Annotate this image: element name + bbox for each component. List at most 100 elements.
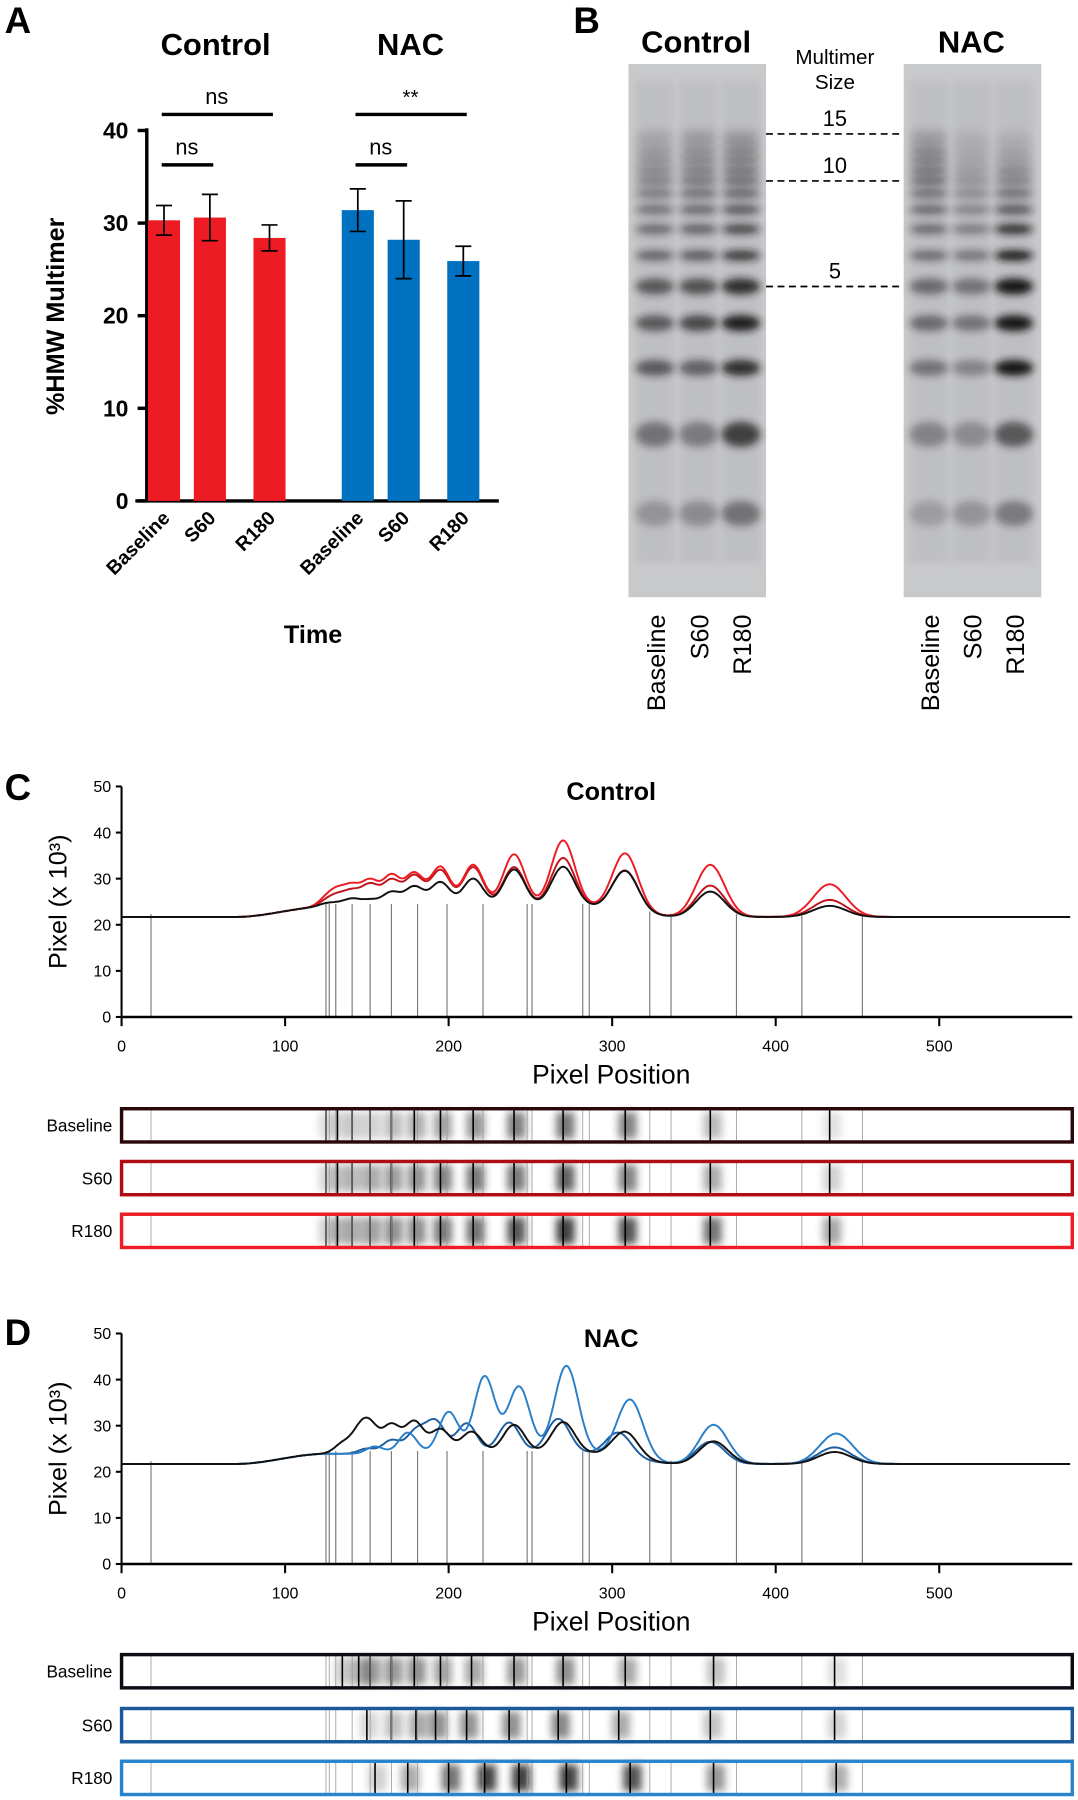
lane-band xyxy=(368,1764,387,1792)
gel-band xyxy=(721,250,761,261)
lane-label: R180 xyxy=(729,614,757,674)
lane-band xyxy=(502,1711,521,1739)
lane-strip-background xyxy=(121,1761,1073,1795)
gel-band xyxy=(721,500,761,527)
gel-band xyxy=(721,188,761,199)
gel-band xyxy=(635,359,675,376)
gel-band xyxy=(994,500,1034,527)
gel-band xyxy=(909,421,949,448)
profile-line-s60 xyxy=(121,856,1071,918)
lane-band xyxy=(556,1658,575,1685)
gel-band xyxy=(721,136,761,148)
gel-band xyxy=(678,136,718,148)
gel-band xyxy=(678,421,718,448)
lane-band xyxy=(703,1217,722,1245)
lane-strip-border xyxy=(119,1706,1074,1744)
lane-band xyxy=(359,1711,379,1739)
significance-label: ns xyxy=(205,84,228,109)
lane-strip-baseline xyxy=(119,1106,1074,1144)
lane-strip-border xyxy=(119,1159,1074,1197)
gel-band xyxy=(721,175,761,187)
lane-band xyxy=(551,1711,570,1739)
lane-band xyxy=(407,1217,426,1245)
lane-band xyxy=(827,1658,847,1685)
lane-label: S60 xyxy=(960,614,988,659)
x-tick-label: 400 xyxy=(762,1037,789,1055)
gel-band xyxy=(678,188,718,199)
gel-band xyxy=(951,359,991,376)
lane-band xyxy=(512,1764,531,1792)
gel-band xyxy=(994,165,1034,176)
y-tick-label: 30 xyxy=(103,210,129,236)
lane-band xyxy=(556,1164,575,1192)
lane-band xyxy=(706,1658,726,1685)
gel-band xyxy=(678,165,718,176)
bar-control-r180 xyxy=(253,237,286,501)
gel-band xyxy=(909,278,949,295)
y-tick-label: 20 xyxy=(93,1464,111,1482)
gel-band xyxy=(994,250,1034,261)
lane-label: S60 xyxy=(82,1715,113,1735)
x-tick-label: 0 xyxy=(117,1037,126,1055)
gel-band xyxy=(951,500,991,527)
gel-band xyxy=(635,204,675,215)
lane-band xyxy=(466,1164,485,1192)
lane-band xyxy=(428,1711,448,1739)
gel-band xyxy=(678,175,718,187)
lane-band xyxy=(345,1217,364,1245)
lane-strip-border xyxy=(119,1106,1074,1144)
y-tick-label: 0 xyxy=(102,1009,111,1027)
lane-band xyxy=(507,1658,526,1685)
gel-band xyxy=(909,250,949,261)
lane-band xyxy=(433,1112,452,1139)
lane-band xyxy=(507,1112,526,1139)
bar-control-s60 xyxy=(193,217,226,501)
profile-line-baseline xyxy=(121,1416,1071,1465)
gel-band xyxy=(994,128,1034,140)
profile-line-r180 xyxy=(121,839,1071,918)
gel-band xyxy=(635,250,675,261)
lane-strip-background xyxy=(121,1161,1073,1195)
gel-band xyxy=(678,500,718,527)
x-tick-label: 300 xyxy=(599,1584,626,1602)
gel-band xyxy=(721,204,761,215)
lane-band xyxy=(466,1217,485,1245)
gel-band xyxy=(635,500,675,527)
bar-nac-baseline xyxy=(341,210,374,501)
lane-band xyxy=(384,1658,403,1685)
gel-band xyxy=(909,155,949,166)
y-tick-label: 50 xyxy=(93,1325,111,1343)
gel-band xyxy=(951,136,991,148)
lane-band xyxy=(363,1658,382,1685)
lane-strip-border xyxy=(119,1652,1074,1690)
y-tick-label: 40 xyxy=(103,118,129,144)
y-tick-label: 30 xyxy=(93,870,111,888)
lane-band xyxy=(477,1764,497,1792)
lane-band xyxy=(330,1217,349,1245)
group-title: NAC xyxy=(377,27,444,62)
x-tick-label: 200 xyxy=(435,1584,462,1602)
lane-band xyxy=(829,1764,848,1792)
gel-band xyxy=(951,421,991,448)
gel-band xyxy=(909,315,949,332)
significance-label: ns xyxy=(369,135,392,160)
size-marker-label: 15 xyxy=(823,106,847,131)
x-axis-label: Pixel Position xyxy=(532,1607,690,1637)
gel-band xyxy=(994,145,1034,157)
lane-band xyxy=(384,1164,403,1192)
gel-band xyxy=(635,165,675,176)
gel-band xyxy=(721,315,761,332)
group-title: Control xyxy=(161,27,271,62)
size-marker-label: 10 xyxy=(823,153,847,178)
lane-band xyxy=(703,1711,722,1739)
lane-band xyxy=(618,1164,637,1192)
lane-label: Baseline xyxy=(917,614,945,711)
x-tick-label: 400 xyxy=(762,1584,789,1602)
gel-band xyxy=(951,165,991,176)
y-tick-label: 20 xyxy=(103,303,129,329)
x-tick-label: 300 xyxy=(599,1037,626,1055)
gel-band xyxy=(909,359,949,376)
lane-label: S60 xyxy=(82,1168,113,1188)
